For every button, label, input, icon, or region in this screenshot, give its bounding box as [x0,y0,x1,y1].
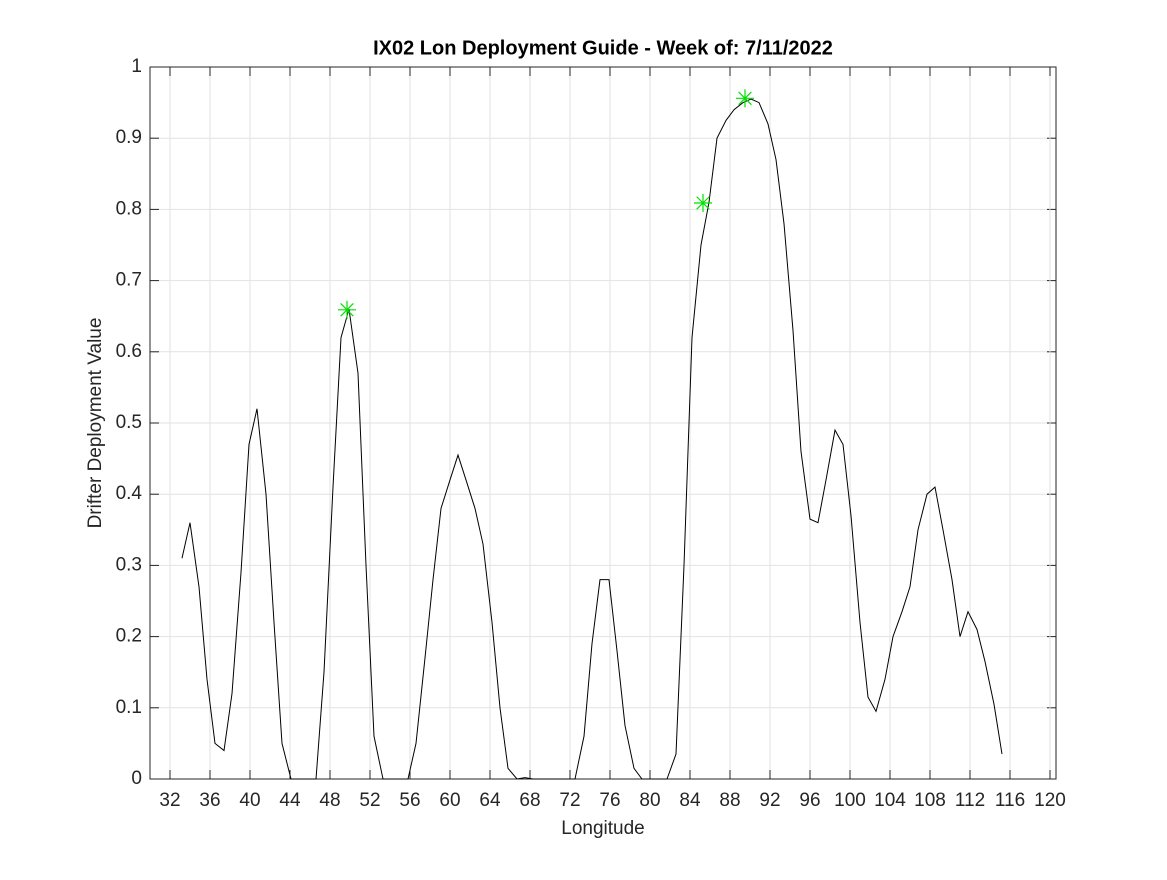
x-tick-label: 108 [914,790,946,811]
x-tick-label: 60 [439,790,460,811]
chart-title: IX02 Lon Deployment Guide - Week of: 7/1… [373,37,833,59]
y-tick-label: 0.9 [116,127,142,148]
star-stroke [738,91,752,106]
x-tick-label: 104 [874,790,906,811]
y-axis-label: Drifter Deployment Value [85,318,106,529]
plot-frame [149,66,1057,780]
y-tick-label: 0.4 [116,483,143,504]
y-tick-label: 0.1 [116,697,142,718]
y-tick-label: 0.2 [116,626,142,647]
y-tick-label: 0.3 [116,554,142,575]
star-marker [338,300,356,319]
x-tick-label: 120 [1034,790,1066,811]
x-tick-label: 92 [759,790,780,811]
x-tick-label: 76 [599,790,620,811]
x-tick-label: 64 [479,790,501,811]
star-stroke [696,196,710,210]
x-tick-label: 72 [559,790,580,811]
data-line [181,98,1003,780]
x-tick-label: 112 [955,790,985,811]
y-tick-label: 0.7 [116,270,142,291]
x-tick-label: 80 [639,790,660,811]
x-tick-label: 116 [995,790,1025,811]
x-tick-label: 100 [834,790,866,811]
y-tick-label: 0 [131,768,142,789]
x-tick-label: 88 [719,790,740,811]
x-tick-label: 48 [319,790,340,811]
x-tick-label: 96 [799,790,820,811]
x-axis-label: Longitude [561,818,644,839]
x-tick-label: 40 [239,790,260,811]
x-tick-label: 52 [359,790,380,811]
star-marker [736,89,754,108]
x-tick-label: 44 [279,790,301,811]
y-tick-label: 0.6 [116,341,142,362]
x-tick-label: 36 [199,790,220,811]
y-tick-label: 0.8 [116,198,142,219]
x-tick-label: 32 [159,790,180,811]
y-tick-label: 0.5 [116,412,142,433]
x-tick-label: 56 [399,790,420,811]
star-stroke [340,303,354,317]
y-tick-label: 1 [131,56,142,77]
star-marker [694,193,712,212]
x-tick-label: 84 [679,790,701,811]
x-tick-label: 68 [519,790,540,811]
